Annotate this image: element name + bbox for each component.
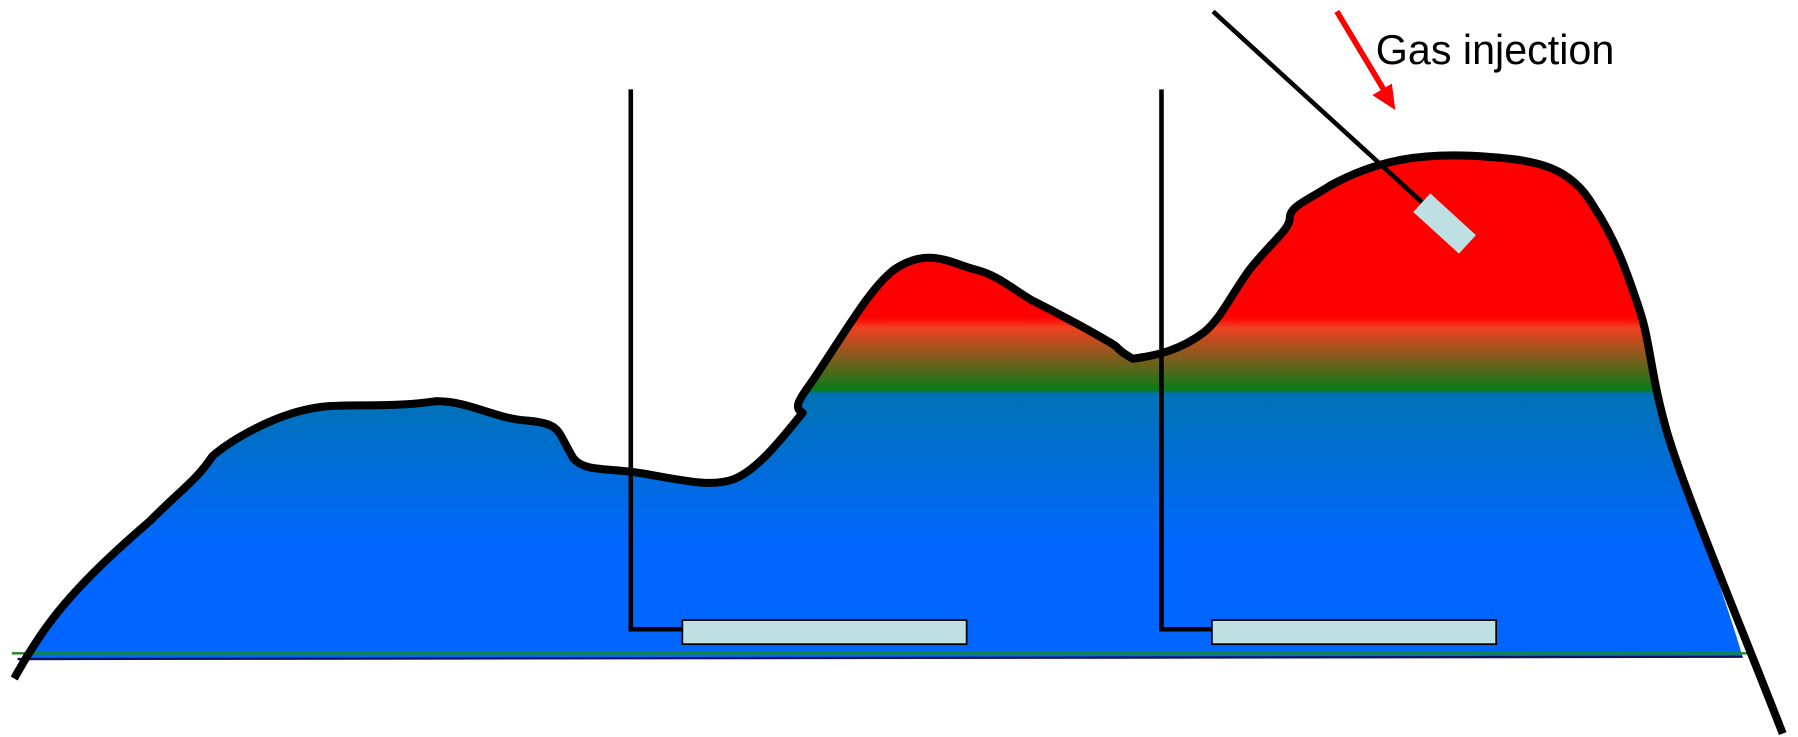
reservoir-fluids — [17, 155, 1743, 663]
annotation-text: Gas injection — [1376, 27, 1614, 73]
producer-well-2 — [1159, 89, 1498, 646]
producer-well-1 — [628, 89, 968, 646]
base-line — [17, 655, 1743, 661]
reservoir-outline — [10, 151, 1787, 736]
injection-arrow — [1334, 9, 1396, 111]
injector-well — [1211, 9, 1476, 254]
